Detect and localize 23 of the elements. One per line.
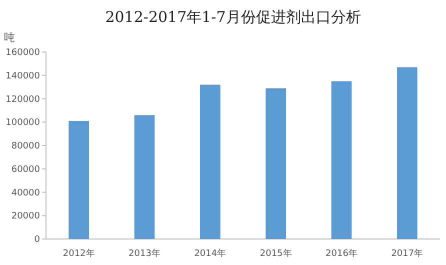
bar — [331, 81, 352, 239]
chart-title: 2012-2017年1-7月份促进剂出口分析 — [105, 8, 361, 26]
x-tick-label: 2015年 — [260, 248, 292, 259]
y-tick-label: 120000 — [6, 94, 40, 105]
x-tick-label: 2016年 — [326, 248, 358, 259]
y-tick-label: 0 — [34, 235, 40, 245]
y-tick-label: 140000 — [6, 71, 40, 82]
bar — [134, 115, 155, 239]
y-tick-label: 100000 — [6, 118, 40, 128]
x-tick-label: 2014年 — [194, 248, 226, 259]
y-tick-label: 40000 — [11, 188, 40, 198]
bar — [68, 120, 90, 239]
y-tick-label: 160000 — [6, 48, 40, 58]
bar — [200, 84, 220, 239]
y-axis-title: 吨 — [4, 31, 15, 44]
x-tick-label: 2017年 — [391, 248, 424, 259]
y-tick-label: 20000 — [11, 212, 40, 222]
x-tick-label: 2013年 — [128, 248, 160, 259]
y-tick-label: 60000 — [11, 164, 40, 175]
y-tick-label: 80000 — [11, 142, 40, 152]
bar — [396, 67, 418, 239]
bar — [266, 88, 286, 239]
x-tick-label: 2012年 — [62, 248, 95, 259]
